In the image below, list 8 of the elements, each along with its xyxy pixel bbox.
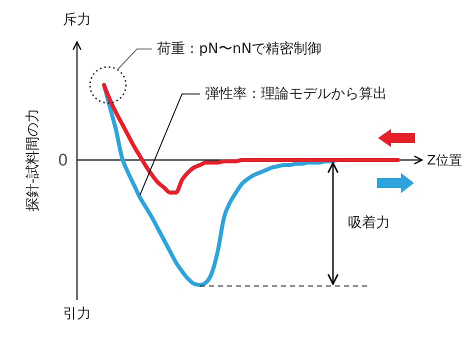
text: 斥力 <box>63 12 91 28</box>
y-axis-title: 探針-試料間の力 <box>24 108 41 212</box>
text: 荷重：pN〜nNで精密制御 <box>157 41 322 57</box>
x-axis-title: Z位置 <box>427 154 462 169</box>
ref-line-label: 0 <box>58 150 68 170</box>
text: 引力 <box>63 306 91 322</box>
annotation: 吸着力 <box>348 215 390 231</box>
annotation: 弾性率：理論モデルから算出 <box>205 86 387 102</box>
